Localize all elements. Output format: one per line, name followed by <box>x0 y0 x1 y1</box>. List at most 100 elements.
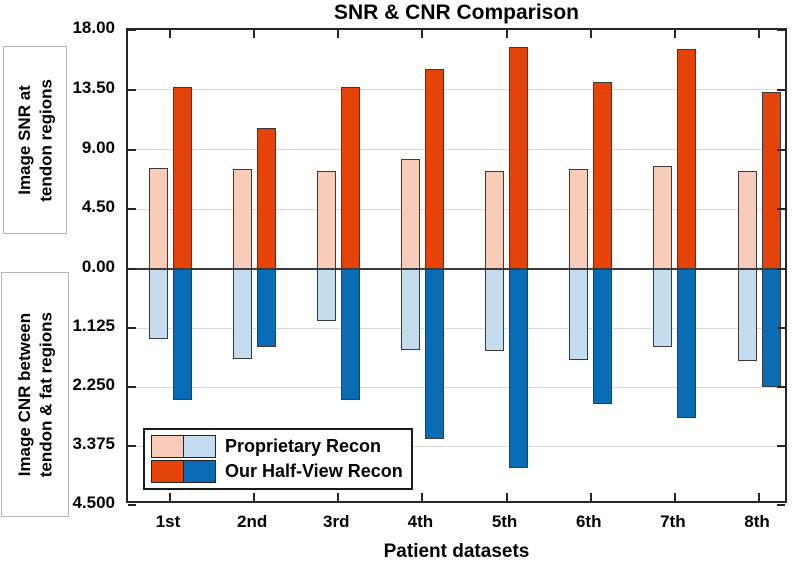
y-axis-tick-labels: 0.00 4.50 9.00 13.50 18.00 1.125 2.250 3.375 4.5… <box>0 18 119 512</box>
bar-snr-proprietary-recon-8th <box>737 170 757 269</box>
x-tick-mark <box>758 30 760 38</box>
legend-swatch-proprietary-snr <box>151 434 184 458</box>
bar-snr-proprietary-recon-6th <box>569 169 589 269</box>
bar-snr-proprietary-recon-5th <box>485 171 505 269</box>
y-tick-label: 18.00 <box>72 18 115 37</box>
bar-snr-our-half-view-recon-8th <box>761 92 781 269</box>
bar-cnr-our-half-view-recon-4th <box>424 269 444 440</box>
y-tick-mark <box>777 386 785 388</box>
bar-snr-proprietary-recon-3rd <box>316 171 336 269</box>
bar-snr-our-half-view-recon-5th <box>509 47 529 269</box>
x-tick-mark <box>505 30 508 38</box>
bar-cnr-proprietary-recon-7th <box>653 269 673 347</box>
x-tick-label-2nd: 2nd <box>237 512 268 531</box>
y-tick-label: 9.00 <box>81 137 115 157</box>
gridline-cnr-3.375 <box>128 445 785 447</box>
x-tick-label-7th: 7th <box>660 512 686 531</box>
x-tick-label-1st: 1st <box>155 512 181 531</box>
gridline-snr-9 <box>128 149 785 150</box>
y-tick-mark <box>128 29 136 31</box>
bar-snr-our-half-view-recon-6th <box>593 81 613 269</box>
bar-cnr-our-half-view-recon-3rd <box>340 269 360 401</box>
bar-cnr-proprietary-recon-1st <box>148 269 168 339</box>
x-tick-mark <box>505 493 508 501</box>
y-tick-mark <box>777 504 785 506</box>
x-tick-mark <box>253 493 256 501</box>
y-tick-label: 0.00 <box>81 257 115 276</box>
x-axis-tick-labels: 1st 2nd 3rd 4th 5th 6th 7th 8th <box>126 512 787 538</box>
x-tick-label-6th: 6th <box>575 512 602 531</box>
y-tick-label: 13.50 <box>72 77 115 97</box>
bar-snr-our-half-view-recon-3rd <box>340 87 360 269</box>
y-tick-mark <box>777 208 785 211</box>
bar-snr-proprietary-recon-7th <box>653 166 673 269</box>
bar-snr-proprietary-recon-4th <box>400 159 420 269</box>
gridline-cnr-2.25 <box>128 386 785 388</box>
bar-snr-our-half-view-recon-2nd <box>256 128 276 269</box>
y-tick-mark <box>128 268 136 270</box>
y-tick-mark <box>777 268 785 270</box>
x-tick-label-8th: 8th <box>744 512 770 531</box>
x-tick-label-5th: 5th <box>491 512 518 531</box>
bar-cnr-proprietary-recon-6th <box>569 269 589 361</box>
bar-cnr-our-half-view-recon-6th <box>593 269 613 405</box>
x-tick-mark <box>421 30 424 38</box>
y-tick-mark <box>128 148 136 151</box>
y-tick-mark <box>777 88 785 91</box>
x-tick-mark <box>253 30 256 38</box>
y-tick-mark <box>128 386 136 388</box>
bottom-y-axis-label-box: Image CNR between tendon & fat regions <box>1 272 69 517</box>
y-tick-mark <box>128 208 136 211</box>
bar-cnr-our-half-view-recon-1st <box>172 269 192 401</box>
y-tick-mark <box>777 29 785 31</box>
bar-cnr-proprietary-recon-2nd <box>232 269 252 359</box>
x-tick-mark <box>758 493 760 501</box>
y-tick-mark <box>128 445 136 447</box>
y-tick-mark <box>128 88 136 91</box>
legend-label-ours: Our Half-View Recon <box>225 461 403 482</box>
legend-swatch-proprietary-cnr <box>183 434 216 458</box>
x-tick-mark <box>169 30 171 38</box>
bar-cnr-proprietary-recon-3rd <box>316 269 336 322</box>
x-tick-mark <box>337 30 340 38</box>
gridline-cnr-1.125 <box>128 327 785 329</box>
y-tick-mark <box>777 148 785 151</box>
x-tick-label-3rd: 3rd <box>323 512 350 531</box>
legend-entry-proprietary: Proprietary Recon <box>151 434 405 458</box>
legend-entry-ours: Our Half-View Recon <box>151 460 405 484</box>
zero-baseline <box>128 268 785 270</box>
top-y-axis-label-box: Image SNR at tendon regions <box>3 46 67 234</box>
y-tick-label: 4.500 <box>72 493 115 512</box>
bar-cnr-proprietary-recon-5th <box>485 269 505 352</box>
x-tick-mark <box>421 493 424 501</box>
bar-cnr-proprietary-recon-4th <box>400 269 420 350</box>
y-tick-mark <box>777 445 785 447</box>
bar-cnr-our-half-view-recon-7th <box>677 269 697 419</box>
bar-snr-our-half-view-recon-1st <box>172 87 192 269</box>
bar-snr-proprietary-recon-2nd <box>232 168 252 269</box>
gridline-snr-4.5 <box>128 208 785 210</box>
y-tick-mark <box>777 327 785 329</box>
bar-snr-proprietary-recon-1st <box>148 168 168 269</box>
legend: Proprietary Recon Our Half-View Recon <box>143 428 413 490</box>
y-tick-label: 1.125 <box>72 316 115 335</box>
legend-label-proprietary: Proprietary Recon <box>225 435 382 456</box>
plot-area <box>126 28 787 506</box>
x-tick-mark <box>169 493 171 501</box>
bar-cnr-our-half-view-recon-5th <box>509 269 529 468</box>
y-tick-mark <box>128 504 136 506</box>
x-tick-mark <box>589 493 592 501</box>
x-tick-label-4th: 4th <box>407 512 434 531</box>
x-axis-label: Patient datasets <box>383 541 530 562</box>
y-tick-mark <box>128 327 136 329</box>
y-tick-label: 3.375 <box>72 434 115 453</box>
x-tick-mark <box>673 30 676 38</box>
legend-swatch-ours-cnr <box>183 460 216 484</box>
legend-swatch-ours-snr <box>151 460 184 484</box>
bar-cnr-proprietary-recon-8th <box>737 269 757 362</box>
bar-snr-our-half-view-recon-4th <box>424 68 444 269</box>
x-tick-mark <box>589 30 592 38</box>
gridline-snr-13.5 <box>128 89 785 91</box>
x-tick-mark <box>337 493 340 501</box>
